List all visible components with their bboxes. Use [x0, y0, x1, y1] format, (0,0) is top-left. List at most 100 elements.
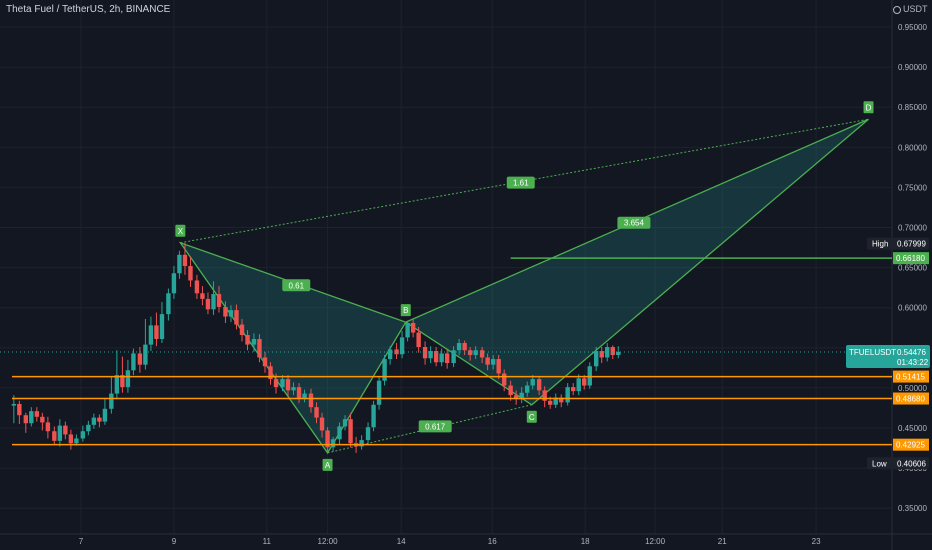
candle-body [525, 385, 530, 393]
pattern-ratio-label: 0.61 [288, 281, 304, 290]
candle-body [382, 359, 387, 381]
candle-body [502, 373, 507, 386]
candle-body [616, 351, 621, 356]
pattern-point-tag [863, 101, 874, 114]
candle-body [519, 392, 524, 400]
candle-body [416, 332, 421, 348]
y-tick-label: 0.85000 [898, 103, 927, 112]
candle-body [34, 411, 40, 417]
x-tick-label: 14 [397, 537, 406, 546]
candle-body [109, 393, 114, 409]
candle-body [245, 334, 250, 345]
bar-countdown-label: 01:43:22 [897, 358, 929, 367]
candle-body [11, 403, 17, 406]
candle-body [125, 370, 131, 388]
y-tick-label: 0.45000 [898, 424, 927, 433]
extreme-price-label: 0.40606 [897, 459, 926, 468]
candle-body [91, 417, 97, 425]
candle-body [159, 314, 165, 340]
level-price-label: 0.66180 [896, 254, 925, 263]
y-tick-label: 0.65000 [898, 264, 927, 273]
candle-body [371, 404, 376, 428]
candle-body [194, 280, 200, 294]
candle-body [223, 306, 228, 317]
candle-body [80, 431, 86, 439]
candle-body [428, 351, 433, 359]
candle-body [548, 400, 553, 405]
pattern-ratio-tag [617, 216, 651, 229]
x-tick-label: 12:00 [645, 537, 666, 546]
x-tick-label: 12:00 [318, 537, 339, 546]
pattern-ratio-label: 3.654 [624, 219, 645, 228]
candle-body [536, 379, 542, 391]
candle-body [291, 387, 296, 391]
x-tick-label: 16 [488, 537, 497, 546]
candle-body [365, 427, 371, 441]
extreme-price-name: Low [872, 459, 887, 468]
candle-body [171, 273, 177, 294]
pattern-ratio-label: 0.617 [425, 422, 446, 431]
candle-body [57, 425, 63, 441]
current-price-label: 0.54476 [897, 348, 926, 357]
candle-body [565, 387, 570, 403]
candle-body [348, 419, 353, 444]
pattern-point-tag [322, 458, 333, 471]
pattern-point-label: X [178, 227, 184, 236]
pattern-point-tag [175, 224, 186, 237]
candle-body [508, 385, 513, 396]
x-tick-label: 23 [812, 537, 821, 546]
x-tick-label: 9 [172, 537, 177, 546]
x-tick-label: 21 [718, 537, 727, 546]
pattern-point-label: A [325, 461, 331, 470]
extreme-price-tag [867, 457, 929, 470]
pattern-ratio-label: 1.61 [513, 179, 529, 188]
candle-body [330, 439, 336, 448]
candle-body [496, 359, 501, 374]
candle-body [605, 347, 610, 358]
candle-body [308, 393, 314, 408]
level-price-tag [893, 370, 929, 383]
candle-body [296, 387, 302, 399]
candle-body [485, 357, 490, 365]
candle-body [610, 347, 615, 356]
candle-body [599, 351, 604, 358]
candle-body [23, 415, 28, 424]
pattern-ratio-tag [418, 420, 452, 433]
pattern-point-label: D [866, 103, 872, 112]
candle-body [479, 350, 485, 358]
current-price-tag [846, 345, 930, 369]
candle-body [200, 293, 205, 299]
candle-body [131, 353, 136, 371]
candle-body [582, 378, 587, 386]
candle-body [257, 339, 262, 358]
candle-body [143, 344, 148, 365]
level-price-label: 0.48680 [896, 395, 925, 404]
candle-body [359, 440, 364, 447]
candle-body [97, 417, 102, 422]
candle-body [285, 379, 291, 391]
candle-body [456, 343, 462, 351]
candle-body [177, 254, 182, 274]
candle-body [102, 408, 108, 422]
candle-body [439, 353, 444, 363]
candle-body [68, 434, 74, 444]
candle-body [451, 350, 456, 364]
candle-body [216, 294, 222, 307]
candle-body [422, 347, 428, 359]
candle-body [473, 350, 478, 356]
candle-body [542, 390, 547, 401]
candle-body [137, 353, 143, 365]
extreme-price-tag [867, 237, 929, 250]
candle-body [399, 337, 405, 355]
candle-body [405, 322, 410, 338]
y-tick-label: 0.95000 [898, 23, 927, 32]
candle-body [410, 322, 416, 333]
candle-body [319, 417, 325, 431]
candle-body [387, 349, 393, 360]
candle-body [302, 393, 307, 399]
candle-body [40, 416, 45, 423]
chart-title: Theta Fuel / TetherUS, 2h, BINANCE [6, 4, 171, 15]
candle-body [376, 380, 382, 405]
candle-body [462, 343, 467, 351]
